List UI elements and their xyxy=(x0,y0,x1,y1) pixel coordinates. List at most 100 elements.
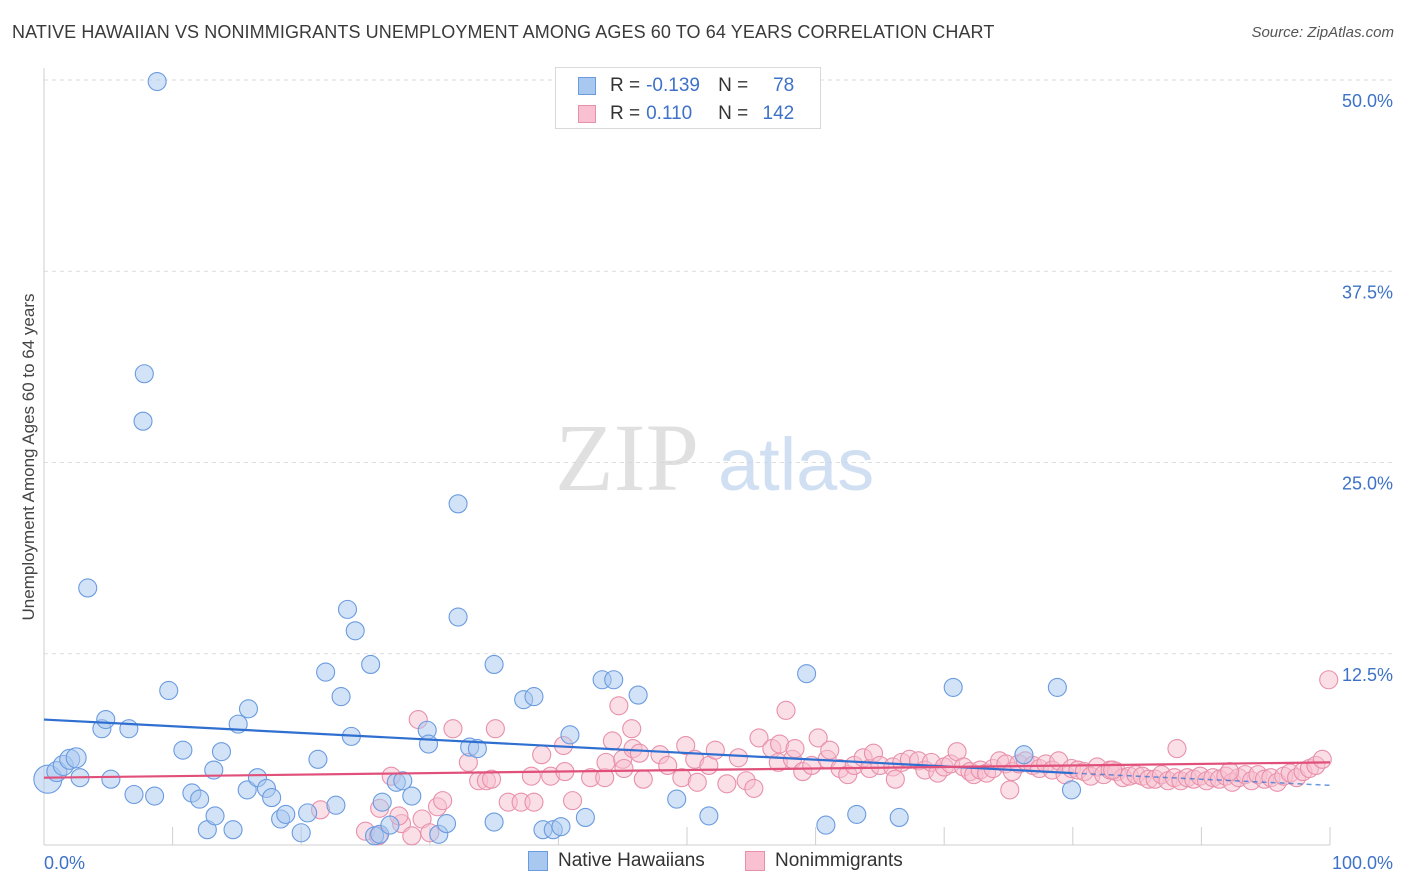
point-native-hawaiian xyxy=(101,769,121,789)
y-tick-label: 12.5% xyxy=(1342,665,1393,685)
point-nonimmigrant xyxy=(820,740,840,760)
point-nonimmigrant xyxy=(676,735,696,756)
point-nonimmigrant xyxy=(658,755,678,775)
point-nonimmigrant xyxy=(728,748,748,768)
point-nonimmigrant xyxy=(622,719,642,739)
point-native-hawaiian xyxy=(205,806,225,826)
n-value: 78 xyxy=(773,75,795,96)
point-nonimmigrant xyxy=(485,719,505,739)
trend-line-native-hawaiians-extension xyxy=(1072,772,1331,787)
watermark-atlas: atlas xyxy=(718,423,874,506)
point-native-hawaiian xyxy=(524,687,544,707)
point-nonimmigrant xyxy=(717,774,737,794)
point-nonimmigrant xyxy=(744,778,764,798)
r-label: R = xyxy=(610,75,641,96)
point-nonimmigrant xyxy=(1319,670,1339,690)
point-native-hawaiian xyxy=(298,803,318,823)
legend-row-native-hawaiians: R = -0.139 N = 78 xyxy=(578,73,794,99)
point-native-hawaiian xyxy=(133,411,153,431)
point-native-hawaiian xyxy=(380,815,400,835)
legend-swatch-blue xyxy=(528,851,548,871)
watermark-zip: ZIP xyxy=(555,404,699,511)
point-native-hawaiian xyxy=(1014,745,1034,765)
point-native-hawaiian xyxy=(575,807,595,828)
point-native-hawaiian xyxy=(337,599,358,619)
point-native-hawaiian xyxy=(418,734,439,754)
point-native-hawaiian xyxy=(316,662,336,682)
point-native-hawaiian xyxy=(238,699,259,719)
y-tick-label: 25.0% xyxy=(1342,474,1393,494)
y-tick-label: 37.5% xyxy=(1342,282,1393,302)
legend-swatch-pink xyxy=(578,105,596,123)
point-nonimmigrant xyxy=(808,728,828,748)
point-nonimmigrant xyxy=(521,766,541,786)
point-nonimmigrant xyxy=(1000,780,1020,800)
point-native-hawaiian xyxy=(124,784,144,805)
point-native-hawaiian xyxy=(237,780,257,800)
n-label: N = xyxy=(718,103,749,124)
point-native-hawaiian xyxy=(211,742,232,762)
point-native-hawaiian xyxy=(331,687,351,707)
point-native-hawaiian xyxy=(699,806,719,826)
trend-lines xyxy=(43,718,1331,787)
point-native-hawaiian xyxy=(889,807,909,828)
point-native-hawaiian xyxy=(797,664,817,684)
point-native-hawaiian xyxy=(448,494,468,514)
point-native-hawaiian xyxy=(484,654,504,675)
point-native-hawaiian xyxy=(262,788,282,808)
point-native-hawaiian xyxy=(326,795,346,815)
point-nonimmigrant xyxy=(532,745,552,765)
point-native-hawaiian xyxy=(1061,780,1082,800)
trend-line-nonimmigrants xyxy=(43,761,1331,779)
legend-swatch-blue xyxy=(578,77,596,95)
point-nonimmigrant xyxy=(609,696,629,716)
point-native-hawaiian xyxy=(484,812,504,832)
point-native-hawaiian xyxy=(361,654,381,675)
legend-item-nonimmigrants[interactable]: Nonimmigrants xyxy=(745,850,903,872)
point-nonimmigrant xyxy=(524,792,544,812)
y-tick-label: 50.0% xyxy=(1342,91,1393,111)
point-native-hawaiian xyxy=(78,578,98,598)
watermark: ZIP atlas xyxy=(555,404,874,511)
point-native-hawaiian xyxy=(134,364,154,384)
point-native-hawaiian xyxy=(96,709,116,730)
point-native-hawaiian xyxy=(345,621,365,641)
grid-lines xyxy=(44,79,1395,655)
point-native-hawaiian xyxy=(276,804,296,824)
series-legend: Native Hawaiians Nonimmigrants xyxy=(0,850,1406,878)
point-native-hawaiian xyxy=(628,685,648,705)
point-native-hawaiian xyxy=(190,789,210,809)
legend-row-nonimmigrants: R = 0.110 N = 142 xyxy=(578,101,794,127)
legend-item-native-hawaiians[interactable]: Native Hawaiians xyxy=(528,850,705,872)
n-value: 142 xyxy=(762,103,795,124)
point-native-hawaiian xyxy=(551,817,571,837)
chart-title: NATIVE HAWAIIAN VS NONIMMIGRANTS UNEMPLO… xyxy=(12,22,995,42)
point-nonimmigrant xyxy=(402,826,422,846)
point-nonimmigrant xyxy=(687,772,707,792)
point-native-hawaiian xyxy=(159,680,179,701)
point-native-hawaiian xyxy=(1047,677,1067,697)
correlation-legend: R = -0.139 N = 78 R = 0.110 N = 142 xyxy=(555,67,821,129)
point-nonimmigrant xyxy=(749,728,769,748)
point-native-hawaiian xyxy=(393,771,413,791)
point-nonimmigrant xyxy=(596,752,616,772)
point-native-hawaiian xyxy=(65,747,87,769)
source-label: Source: ZipAtlas.com xyxy=(1251,24,1394,41)
legend-label: Native Hawaiians xyxy=(558,850,705,871)
point-native-hawaiian xyxy=(223,820,243,840)
point-native-hawaiian xyxy=(604,670,624,690)
point-native-hawaiian xyxy=(467,739,487,759)
legend-label: Nonimmigrants xyxy=(775,850,903,871)
point-nonimmigrant xyxy=(785,739,805,759)
trend-line-native-hawaiians xyxy=(43,718,1073,775)
point-native-hawaiian xyxy=(145,786,165,806)
point-nonimmigrant xyxy=(1167,739,1187,759)
point-nonimmigrant xyxy=(885,769,905,789)
point-native-hawaiian xyxy=(402,786,422,806)
n-label: N = xyxy=(718,75,749,96)
point-native-hawaiian xyxy=(291,823,311,843)
point-nonimmigrant xyxy=(614,758,634,779)
point-native-hawaiian xyxy=(436,814,457,834)
tick-labels: 12.5% 25.0% 37.5% 50.0% 0.0% 100.0% Unemployme… xyxy=(19,91,1393,873)
